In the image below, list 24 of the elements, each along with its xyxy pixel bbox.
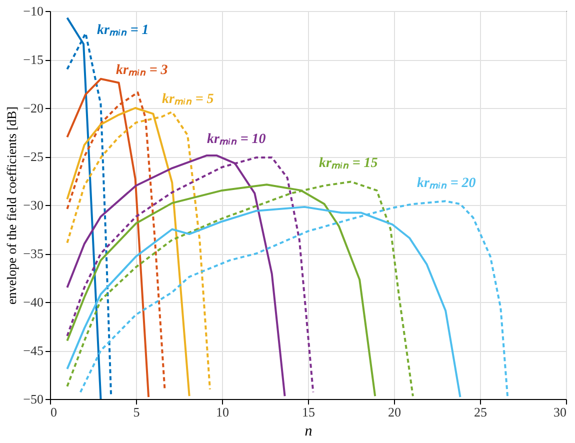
x-tick-label: 20 (388, 404, 401, 420)
y-tick-label: −25 (23, 149, 44, 164)
annotation: krₘᵢₙ = 15 (319, 156, 378, 171)
y-tick-label: −10 (23, 4, 44, 18)
y-tick-label: −20 (23, 100, 44, 116)
annotation: krₘᵢₙ = 5 (162, 92, 214, 107)
x-tick-label: 15 (302, 404, 315, 420)
y-tick-label: −30 (23, 198, 44, 212)
y-tick-label: −40 (23, 294, 44, 310)
y-tick-label: −35 (23, 246, 44, 261)
x-tick-label: 5 (133, 404, 140, 420)
x-axis-title: n (304, 424, 312, 440)
y-tick-label: −50 (23, 392, 44, 406)
x-tick-label: 0 (50, 404, 57, 420)
x-tick-label: 30 (554, 404, 566, 420)
annotation: krₘᵢₙ = 1 (97, 23, 149, 38)
annotation: krₘᵢₙ = 10 (207, 132, 266, 147)
x-tick-label: 10 (216, 404, 229, 420)
y-axis-title: envelope of the field coefficients [dB] (4, 106, 20, 304)
y-tick-label: −15 (23, 52, 44, 67)
x-tick-label: 25 (474, 404, 487, 420)
annotation: krₘᵢₙ = 20 (417, 176, 476, 191)
annotation: krₘᵢₙ = 3 (116, 63, 168, 78)
y-tick-label: −45 (23, 343, 44, 358)
